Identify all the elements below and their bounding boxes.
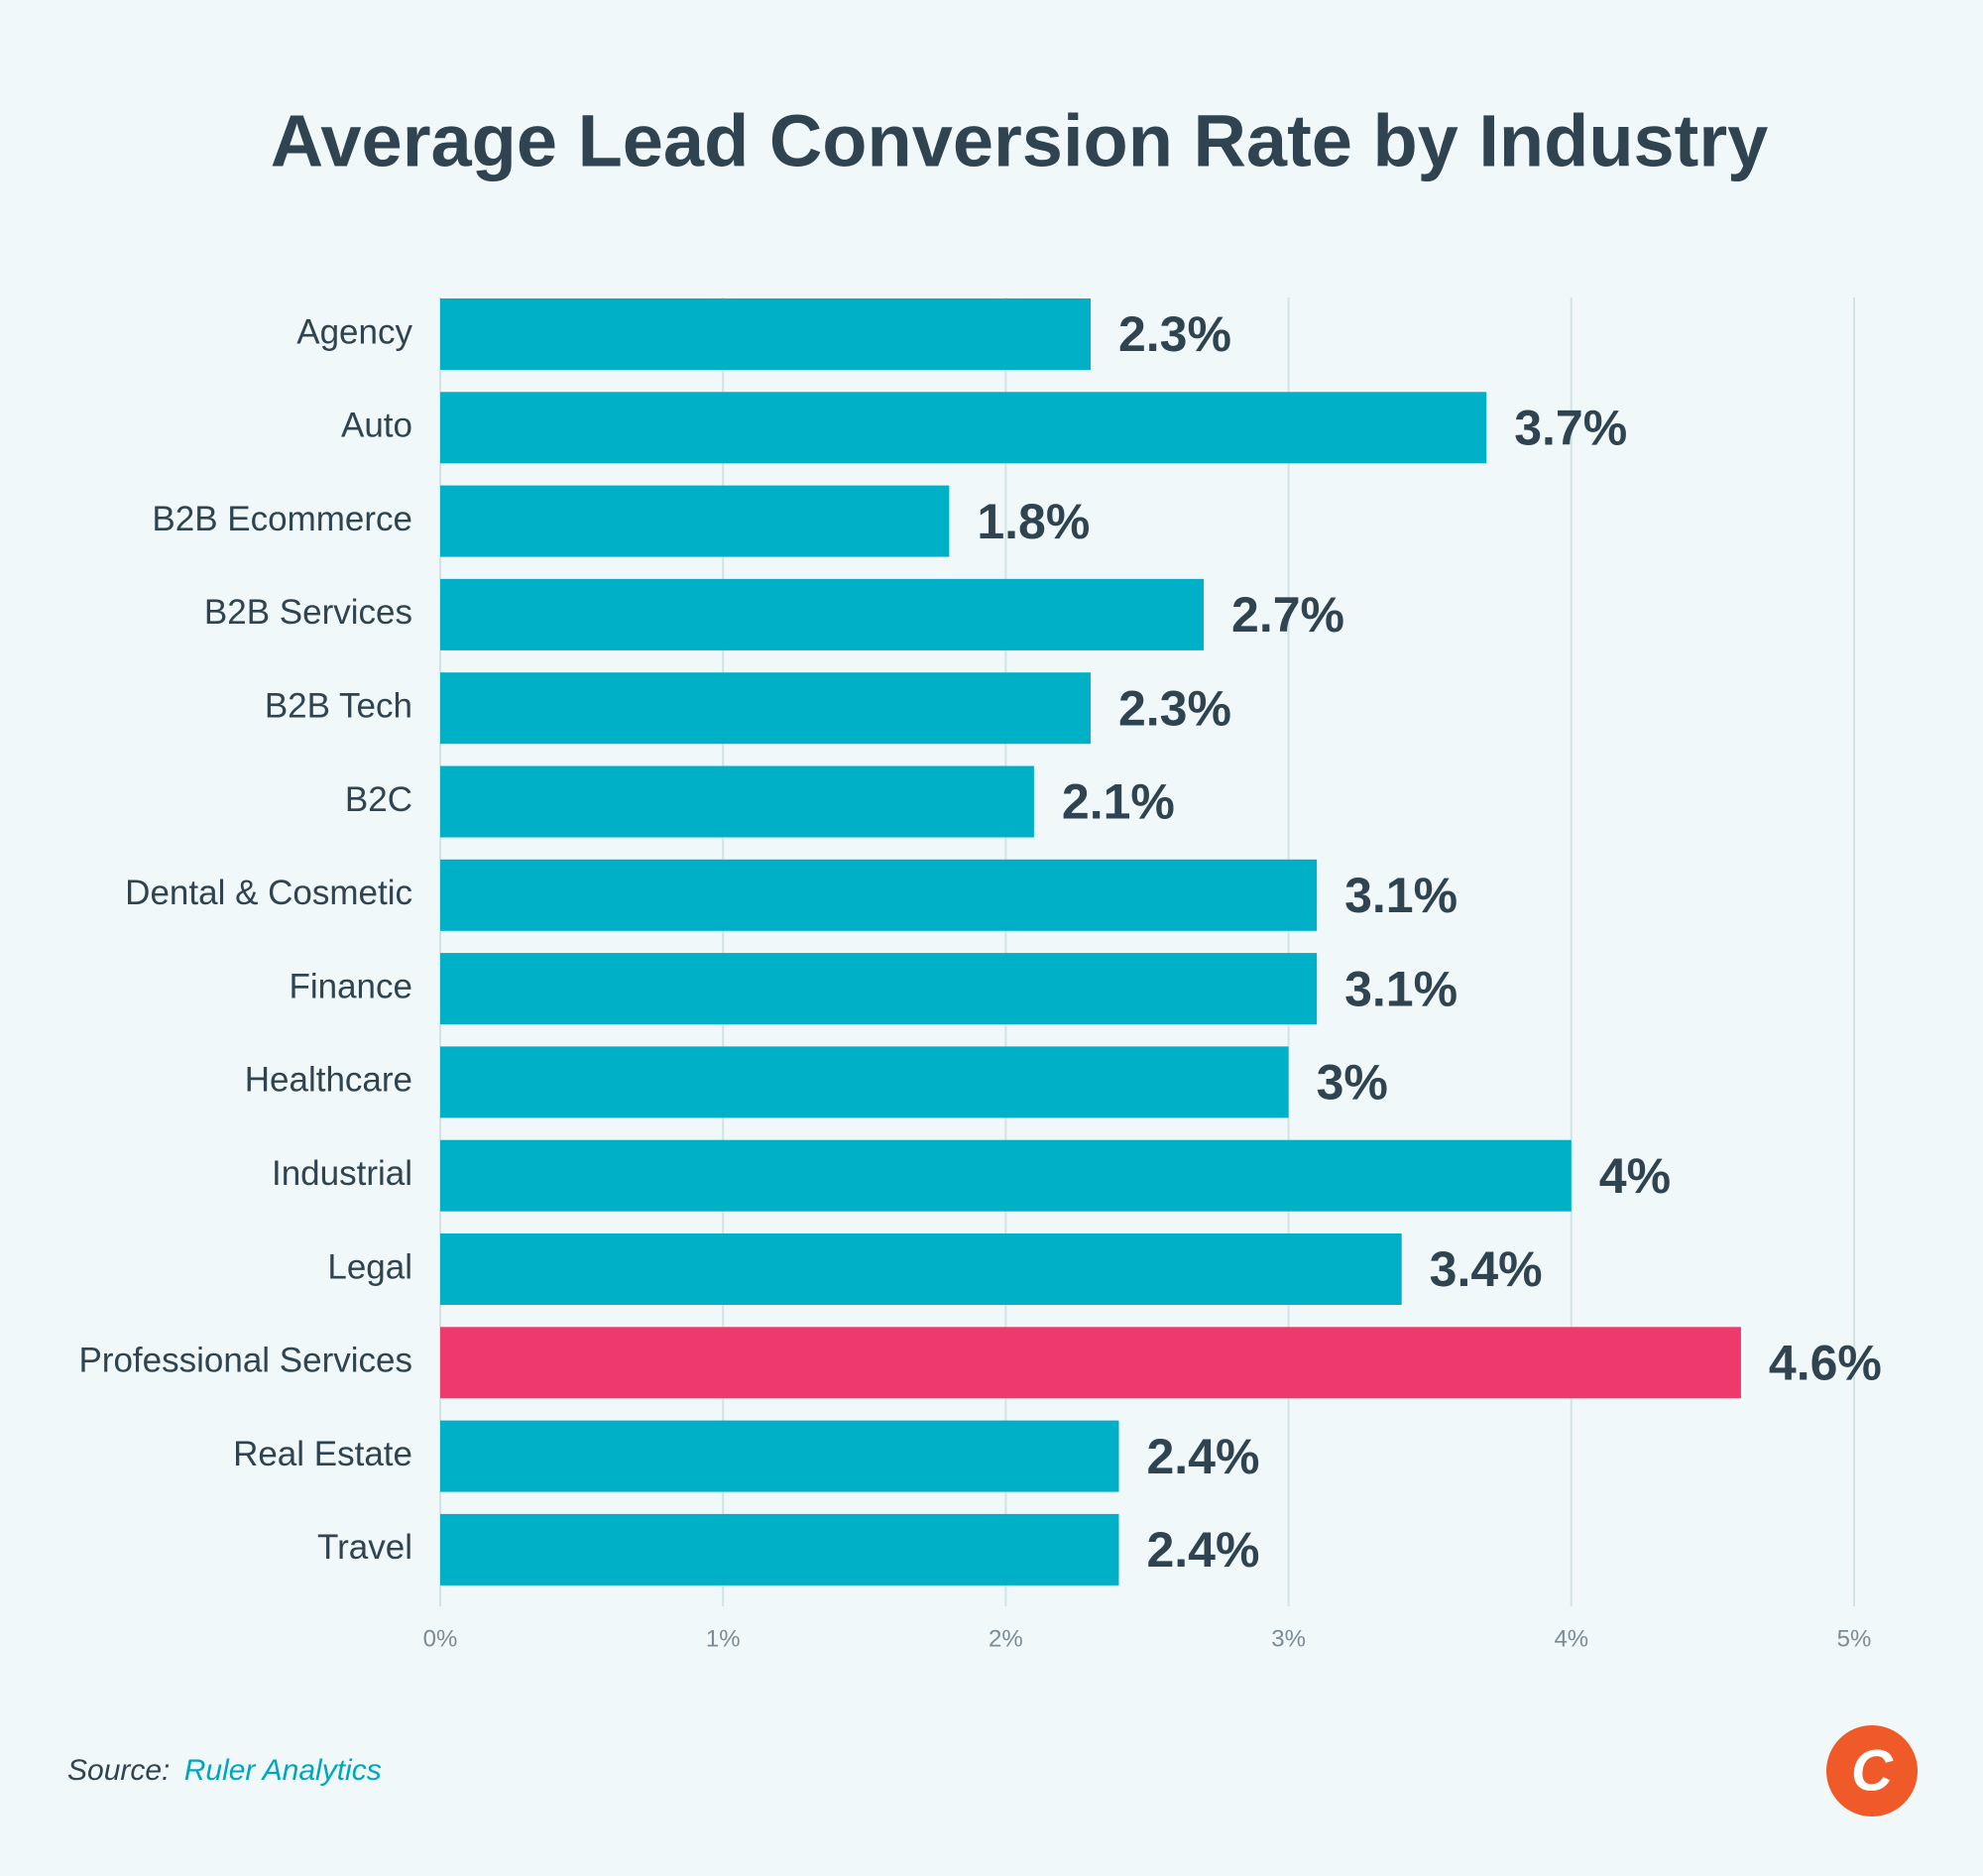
value-label: 3.7%: [1514, 401, 1627, 456]
bar: [440, 1420, 1119, 1492]
logo-circle: [1826, 1725, 1918, 1817]
y-tick-label: B2B Ecommerce: [152, 500, 412, 538]
bar: [440, 1233, 1402, 1305]
bar: [440, 1513, 1119, 1585]
value-label: 3.4%: [1430, 1241, 1543, 1297]
bar: [440, 392, 1487, 464]
y-tick-label: Legal: [327, 1247, 412, 1286]
y-tick-label: Dental & Cosmetic: [125, 874, 412, 912]
x-tick-label: 1%: [706, 1625, 741, 1652]
y-tick-label: B2C: [345, 780, 412, 819]
y-tick-label: Professional Services: [78, 1342, 412, 1380]
value-label: 2.3%: [1118, 680, 1231, 736]
logo: C: [1851, 1738, 1894, 1803]
bar: [440, 765, 1034, 838]
x-tick-label: 5%: [1837, 1625, 1872, 1652]
value-label: 2.4%: [1146, 1429, 1259, 1484]
value-label: 2.1%: [1062, 774, 1175, 830]
x-tick-label: 3%: [1271, 1625, 1306, 1652]
bar: [440, 953, 1318, 1025]
y-tick-label: Real Estate: [233, 1435, 412, 1473]
bar: [440, 298, 1091, 370]
grid: 0% 1% 2% 3% 4% 5%: [423, 297, 1872, 1652]
y-tick-label: Agency: [296, 312, 412, 351]
y-tick-label: B2B Services: [204, 593, 412, 632]
value-label: 2.4%: [1146, 1522, 1259, 1578]
value-label: 3.1%: [1344, 868, 1458, 923]
x-tick-label: 0%: [423, 1625, 458, 1652]
y-tick-label: Travel: [317, 1528, 412, 1567]
value-label: 3%: [1317, 1055, 1388, 1111]
value-label: 2.3%: [1118, 306, 1231, 362]
value-label: 3.1%: [1344, 961, 1458, 1016]
chart-title: Average Lead Conversion Rate by Industry: [271, 100, 1769, 182]
bar: [440, 1327, 1741, 1399]
bars: Agency 2.3% Auto 3.7% B2B Ecommerce 1.8% B2B S…: [78, 298, 1882, 1585]
bar: [440, 578, 1205, 650]
y-tick-label: Auto: [341, 407, 412, 445]
value-label: 4%: [1599, 1148, 1671, 1204]
source-label: Source:: [67, 1754, 170, 1787]
source: Source: Ruler Analytics: [67, 1754, 382, 1787]
x-tick-label: 2%: [989, 1625, 1023, 1652]
y-tick-label: Finance: [289, 967, 412, 1005]
value-label: 1.8%: [977, 494, 1090, 549]
bar: [440, 672, 1091, 745]
y-tick-label: B2B Tech: [265, 686, 412, 725]
y-tick-label: Industrial: [272, 1154, 412, 1193]
bar: [440, 1046, 1289, 1118]
y-tick-label: Healthcare: [245, 1061, 412, 1100]
x-tick-label: 4%: [1554, 1625, 1588, 1652]
value-label: 2.7%: [1231, 587, 1344, 643]
bar: [440, 1139, 1572, 1212]
bar: [440, 859, 1318, 931]
value-label: 4.6%: [1769, 1336, 1882, 1391]
bar: [440, 485, 950, 557]
source-name: Ruler Analytics: [184, 1754, 382, 1787]
